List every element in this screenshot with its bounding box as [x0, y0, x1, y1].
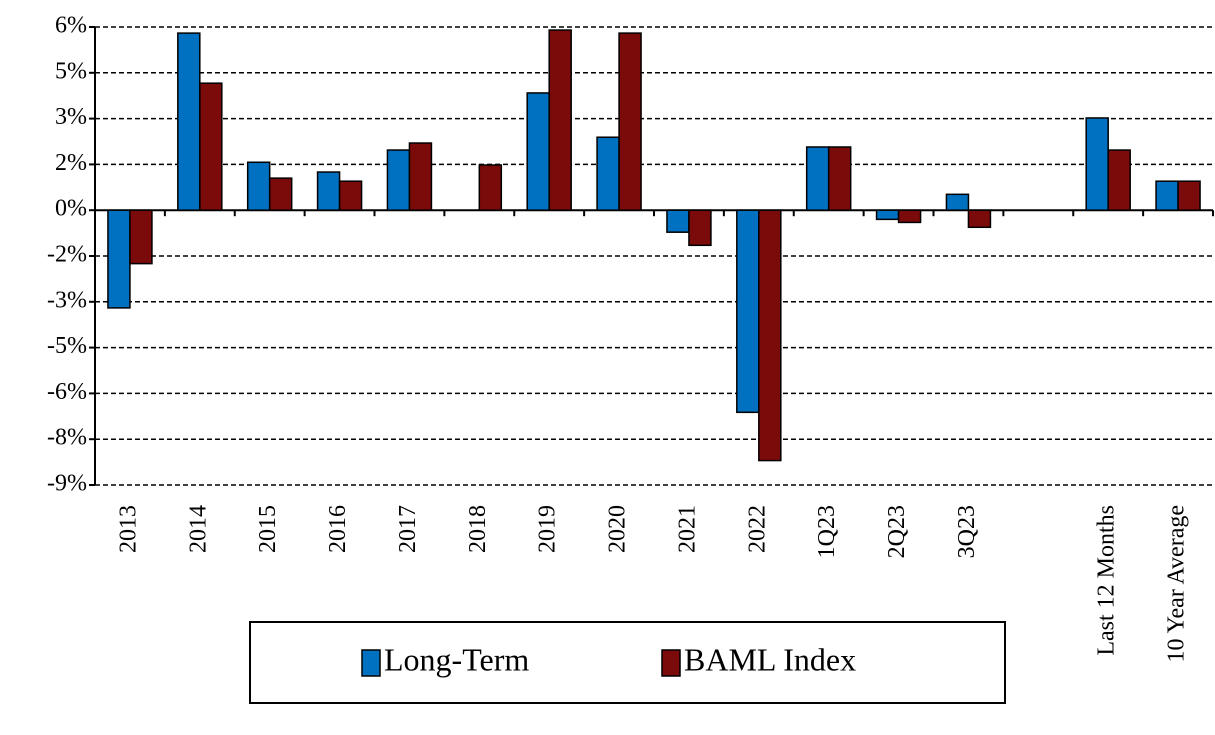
bar: [177, 32, 201, 211]
x-tick-label: 2013: [115, 505, 141, 553]
bar: [316, 171, 341, 211]
y-tick-label: -3%: [47, 287, 87, 313]
y-tick-label: 3%: [55, 104, 87, 130]
x-tick-label: 2015: [255, 505, 281, 553]
x-tick-label: 1Q23: [814, 505, 840, 558]
x-tick-label: 2020: [605, 505, 631, 553]
y-tick-label: -2%: [47, 242, 87, 268]
bar: [875, 209, 900, 221]
x-tick-label: 2017: [395, 505, 421, 553]
x-tick-label: 2018: [465, 505, 491, 553]
bar: [897, 209, 922, 224]
y-tick-label: 5%: [55, 58, 87, 84]
y-tick-label: 6%: [55, 13, 87, 39]
legend-swatch: [661, 649, 681, 677]
bar: [1107, 149, 1131, 211]
bar: [548, 29, 572, 211]
bar: [129, 209, 153, 265]
bar: [107, 209, 131, 309]
bar: [268, 177, 293, 211]
y-tick-label: -9%: [47, 471, 87, 497]
bar: [827, 146, 852, 211]
bar: [736, 209, 760, 414]
x-tick-label: 10 Year Average: [1164, 505, 1190, 663]
legend-label: Long-Term: [384, 641, 529, 677]
bar: [666, 209, 690, 233]
bar: [338, 180, 363, 211]
bar: [618, 32, 642, 211]
x-tick-label: 2Q23: [884, 505, 910, 558]
bar: [805, 146, 830, 211]
bar: [386, 149, 411, 211]
y-tick-label: 2%: [55, 150, 87, 176]
legend-swatch: [361, 649, 381, 677]
bar: [758, 209, 782, 462]
bar: [1177, 180, 1201, 211]
legend-label: BAML Index: [684, 641, 856, 677]
legend-box: [249, 621, 1006, 704]
bar: [246, 161, 271, 211]
x-tick-label: Last 12 Months: [1094, 505, 1120, 656]
x-tick-label: 2014: [185, 505, 211, 553]
bar: [967, 209, 992, 229]
bar: [199, 82, 223, 211]
y-tick-label: 0%: [55, 196, 87, 222]
bar: [526, 92, 550, 211]
x-tick-label: 3Q23: [954, 505, 980, 558]
y-tick-label: -5%: [47, 333, 87, 359]
x-tick-label: 2019: [535, 505, 561, 553]
bar: [1085, 117, 1109, 211]
bar: [688, 209, 712, 247]
x-tick-label: 2016: [325, 505, 351, 553]
x-tick-label: 2022: [744, 505, 770, 553]
y-tick-label: -6%: [47, 379, 87, 405]
bar: [408, 142, 433, 211]
bar: [945, 193, 970, 211]
bar: [1155, 180, 1179, 211]
bar: [478, 164, 503, 211]
y-tick-label: -8%: [47, 425, 87, 451]
bar: [596, 136, 620, 211]
x-tick-label: 2021: [674, 505, 700, 553]
